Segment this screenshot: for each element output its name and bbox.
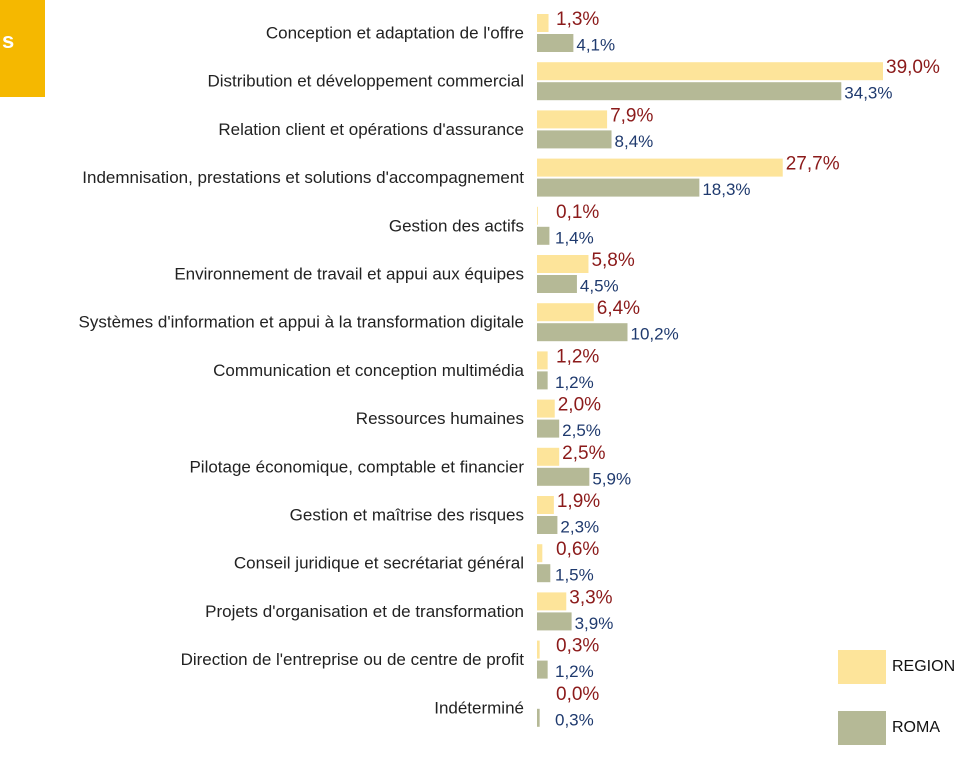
legend-swatch xyxy=(838,650,886,684)
value-label: 0,0% xyxy=(556,684,599,705)
value-label: 2,0% xyxy=(558,395,601,416)
value-label: 4,5% xyxy=(580,276,619,295)
category-label: Environnement de travail et appui aux éq… xyxy=(174,264,524,283)
value-label: 5,9% xyxy=(592,469,631,488)
value-label: 18,3% xyxy=(702,180,750,199)
value-label: 3,9% xyxy=(575,614,614,633)
bar xyxy=(537,399,555,418)
category-label: Indéterminé xyxy=(434,698,524,717)
bar xyxy=(537,516,558,534)
bar xyxy=(537,323,628,342)
value-label: 39,0% xyxy=(886,57,940,78)
value-label: 27,7% xyxy=(786,154,840,175)
category-label: Systèmes d'information et appui à la tra… xyxy=(79,313,524,332)
value-label: 7,9% xyxy=(610,105,653,126)
badge-text: s xyxy=(2,28,14,53)
value-label: 1,2% xyxy=(555,662,594,681)
bar xyxy=(537,564,551,583)
bar xyxy=(537,419,560,438)
bar xyxy=(537,14,549,32)
category-label: Distribution et développement commercial xyxy=(207,72,524,91)
value-label: 5,8% xyxy=(591,250,634,271)
value-label: 0,3% xyxy=(555,710,594,729)
value-label: 3,3% xyxy=(569,587,612,608)
bar xyxy=(537,640,540,659)
value-label: 34,3% xyxy=(844,84,892,103)
category-label: Indemnisation, prestations et solutions … xyxy=(82,168,524,187)
value-label: 0,6% xyxy=(556,539,599,560)
value-label: 8,4% xyxy=(615,132,654,151)
value-label: 2,5% xyxy=(562,421,601,440)
bar xyxy=(537,82,842,101)
value-label: 1,5% xyxy=(555,566,594,585)
value-label: 6,4% xyxy=(597,298,640,319)
bar xyxy=(537,592,567,611)
bar xyxy=(537,447,560,466)
value-label: 2,5% xyxy=(562,443,605,464)
category-label: Ressources humaines xyxy=(356,409,524,428)
bar xyxy=(537,351,548,370)
value-label: 0,1% xyxy=(556,202,599,223)
bar xyxy=(537,62,883,81)
value-label: 1,3% xyxy=(556,9,599,30)
bar xyxy=(537,110,608,129)
category-label: Conception et adaptation de l'offre xyxy=(266,23,524,42)
value-label: 0,3% xyxy=(556,636,599,657)
bar xyxy=(537,612,572,631)
value-label: 10,2% xyxy=(630,325,678,344)
bar xyxy=(537,371,548,390)
bar xyxy=(537,303,594,322)
bar xyxy=(537,496,554,514)
badge-box xyxy=(0,0,45,97)
bar xyxy=(537,130,612,149)
value-label: 4,1% xyxy=(576,35,615,54)
category-label: Conseil juridique et secrétariat général xyxy=(234,554,524,573)
bar xyxy=(537,544,543,563)
bar xyxy=(537,178,700,197)
bar xyxy=(537,206,538,225)
bar xyxy=(537,158,783,177)
bar xyxy=(537,255,589,273)
bar xyxy=(537,226,550,245)
value-label: 2,3% xyxy=(560,517,599,536)
bar xyxy=(537,708,540,727)
bar xyxy=(537,275,577,293)
value-label: 1,4% xyxy=(555,228,594,247)
category-label: Pilotage économique, comptable et financ… xyxy=(189,457,524,476)
category-label: Direction de l'entreprise ou de centre d… xyxy=(181,650,525,669)
category-label: Gestion des actifs xyxy=(389,216,524,235)
category-label: Relation client et opérations d'assuranc… xyxy=(218,120,524,139)
category-label: Gestion et maîtrise des risques xyxy=(290,505,524,524)
value-label: 1,9% xyxy=(557,491,600,512)
bar xyxy=(537,467,590,486)
legend-label: REGION xyxy=(892,658,955,675)
category-label: Communication et conception multimédia xyxy=(213,361,524,380)
legend-swatch xyxy=(838,711,886,745)
value-label: 1,2% xyxy=(556,346,599,367)
bar xyxy=(537,660,548,679)
bar xyxy=(537,34,574,52)
value-label: 1,2% xyxy=(555,373,594,392)
legend-label: ROMA xyxy=(892,719,940,736)
category-label: Projets d'organisation et de transformat… xyxy=(205,602,524,621)
